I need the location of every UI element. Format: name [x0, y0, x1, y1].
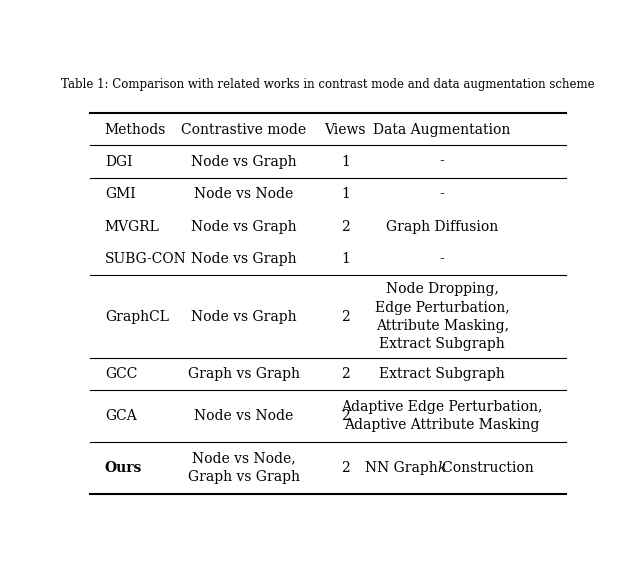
- Text: 1: 1: [341, 252, 350, 266]
- Text: 2: 2: [341, 220, 349, 234]
- Text: MVGRL: MVGRL: [105, 220, 159, 234]
- Text: 2: 2: [341, 409, 349, 423]
- Text: Edge Perturbation,: Edge Perturbation,: [375, 301, 509, 315]
- Text: Methods: Methods: [105, 123, 166, 137]
- Text: -: -: [440, 187, 444, 201]
- Text: Node vs Node,: Node vs Node,: [192, 452, 296, 466]
- Text: k: k: [438, 461, 446, 475]
- Text: Ours: Ours: [105, 461, 142, 475]
- Text: NN Graph Construction: NN Graph Construction: [365, 461, 534, 475]
- Text: Graph Diffusion: Graph Diffusion: [386, 220, 498, 234]
- Text: Extract Subgraph: Extract Subgraph: [380, 337, 505, 351]
- Text: Data Augmentation: Data Augmentation: [373, 123, 511, 137]
- Text: 2: 2: [341, 461, 349, 475]
- Text: GCA: GCA: [105, 409, 136, 423]
- Text: GCC: GCC: [105, 367, 137, 381]
- Text: GraphCL: GraphCL: [105, 310, 169, 324]
- Text: Node vs Node: Node vs Node: [194, 409, 293, 423]
- Text: Node vs Graph: Node vs Graph: [191, 310, 296, 324]
- Text: Node vs Node: Node vs Node: [194, 187, 293, 201]
- Text: Table 1: Comparison with related works in contrast mode and data augmentation sc: Table 1: Comparison with related works i…: [61, 78, 595, 91]
- Text: Adaptive Attribute Masking: Adaptive Attribute Masking: [344, 418, 540, 432]
- Text: DGI: DGI: [105, 155, 132, 169]
- Text: Contrastive mode: Contrastive mode: [181, 123, 307, 137]
- Text: -: -: [440, 155, 444, 169]
- Text: Graph vs Graph: Graph vs Graph: [188, 470, 300, 484]
- Text: 1: 1: [341, 155, 350, 169]
- Text: 2: 2: [341, 310, 349, 324]
- Text: Graph vs Graph: Graph vs Graph: [188, 367, 300, 381]
- Text: Views: Views: [324, 123, 366, 137]
- Text: Attribute Masking,: Attribute Masking,: [376, 319, 509, 333]
- Text: Node vs Graph: Node vs Graph: [191, 252, 296, 266]
- Text: GMI: GMI: [105, 187, 136, 201]
- Text: SUBG-CON: SUBG-CON: [105, 252, 186, 266]
- Text: Node vs Graph: Node vs Graph: [191, 155, 296, 169]
- Text: Node vs Graph: Node vs Graph: [191, 220, 296, 234]
- Text: Node Dropping,: Node Dropping,: [386, 282, 499, 296]
- Text: Adaptive Edge Perturbation,: Adaptive Edge Perturbation,: [341, 400, 543, 414]
- Text: -: -: [440, 252, 444, 266]
- Text: Extract Subgraph: Extract Subgraph: [380, 367, 505, 381]
- Text: 1: 1: [341, 187, 350, 201]
- Text: 2: 2: [341, 367, 349, 381]
